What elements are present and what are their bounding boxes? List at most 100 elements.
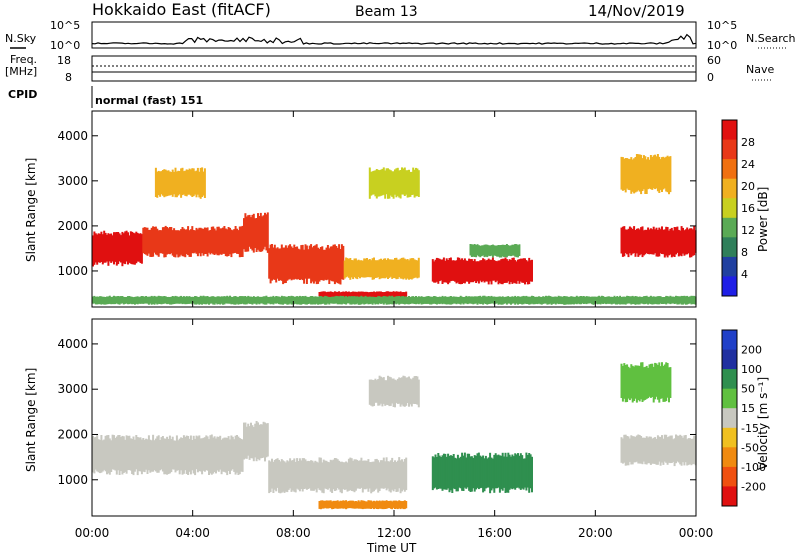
data-cell <box>655 296 658 305</box>
data-cell <box>237 230 240 254</box>
data-cell <box>669 367 672 398</box>
data-cell <box>99 296 101 305</box>
data-cell <box>484 260 487 282</box>
data-cell <box>392 171 395 199</box>
data-cell <box>472 244 475 257</box>
data-cell <box>354 296 357 305</box>
data-cell <box>326 500 329 509</box>
data-cell <box>237 296 240 305</box>
data-cell <box>231 230 234 254</box>
data-cell <box>440 259 443 281</box>
data-cell <box>142 438 145 472</box>
data-cell <box>387 168 389 199</box>
nsearch-label: N.Search <box>746 32 796 45</box>
data-cell <box>652 226 655 255</box>
data-cell <box>191 226 194 254</box>
data-cell <box>363 258 366 278</box>
data-cell <box>505 259 508 283</box>
data-cell <box>511 296 514 304</box>
data-cell <box>410 379 413 407</box>
data-cell <box>526 296 529 304</box>
data-cell <box>675 295 677 304</box>
data-cell <box>690 438 693 466</box>
colorbar-swatch <box>722 486 737 507</box>
data-cell <box>276 458 279 488</box>
data-cell <box>191 440 194 471</box>
data-cell <box>613 295 616 304</box>
data-cell <box>122 233 125 264</box>
data-cell <box>640 362 643 400</box>
data-cell <box>394 169 396 195</box>
data-cell <box>482 258 485 281</box>
data-cell <box>483 244 486 258</box>
data-cell <box>388 169 391 199</box>
data-cell <box>476 296 479 305</box>
colorbar-swatch <box>722 427 737 448</box>
data-cell <box>271 244 273 281</box>
data-cell <box>519 258 522 282</box>
data-cell <box>434 454 437 488</box>
velocity-y-axis-label: Slant Range [km] <box>24 368 38 472</box>
data-cell <box>294 247 297 279</box>
data-cell <box>528 453 531 493</box>
data-cell <box>392 259 395 278</box>
data-cell <box>212 296 215 305</box>
data-cell <box>624 364 627 403</box>
data-cell <box>507 260 510 282</box>
data-cell <box>441 259 444 284</box>
data-cell <box>465 295 468 304</box>
data-cell <box>675 434 677 464</box>
data-cell <box>385 500 388 509</box>
data-cell <box>217 437 220 472</box>
data-cell <box>154 296 157 304</box>
data-cell <box>405 457 408 491</box>
data-cell <box>251 425 254 459</box>
data-cell <box>188 168 191 195</box>
data-cell <box>401 167 403 195</box>
data-cell <box>449 257 452 282</box>
data-cell <box>389 460 392 493</box>
data-cell <box>528 296 531 305</box>
data-cell <box>217 296 220 304</box>
data-cell <box>215 297 217 304</box>
data-cell <box>335 500 338 509</box>
data-cell <box>149 439 152 473</box>
data-cell <box>352 500 355 509</box>
data-cell <box>535 296 538 304</box>
data-cell <box>233 439 236 472</box>
data-cell <box>500 259 503 285</box>
data-cell <box>496 261 499 281</box>
data-cell <box>623 158 626 191</box>
data-cell <box>655 227 658 257</box>
freq-unit: [MHz] <box>5 65 37 78</box>
data-cell <box>170 439 173 473</box>
data-cell <box>686 227 689 255</box>
data-cell <box>273 459 276 490</box>
data-cell <box>311 460 314 491</box>
data-cell <box>591 296 594 305</box>
data-cell <box>205 296 208 305</box>
data-cell <box>187 436 190 475</box>
data-cell <box>143 439 146 473</box>
data-cell <box>466 453 469 488</box>
data-cell <box>100 296 103 305</box>
data-cell <box>157 435 160 473</box>
data-cell <box>586 296 589 304</box>
data-cell <box>504 257 507 283</box>
data-cell <box>410 171 413 195</box>
data-cell <box>363 460 366 490</box>
data-cell <box>592 296 595 305</box>
data-cell <box>673 438 676 467</box>
data-cell <box>262 296 265 305</box>
data-cell <box>92 436 94 473</box>
data-cell <box>374 260 377 278</box>
data-cell <box>160 171 163 195</box>
data-cell <box>486 259 489 282</box>
data-cell <box>364 258 367 278</box>
data-cell <box>127 232 129 265</box>
data-cell <box>115 296 118 304</box>
data-cell <box>152 296 155 304</box>
data-cell <box>272 461 275 493</box>
data-cell <box>644 296 647 305</box>
data-cell <box>409 258 412 280</box>
